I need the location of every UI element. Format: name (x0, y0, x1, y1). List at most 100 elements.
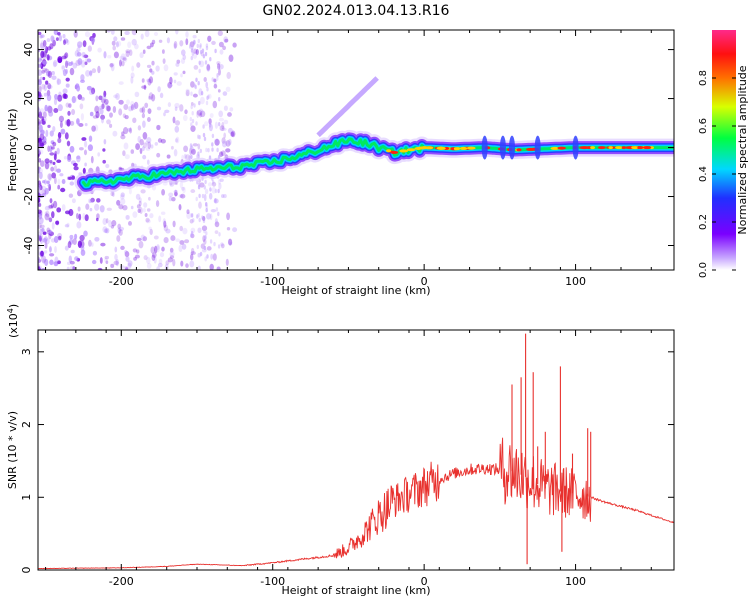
noise-speck (132, 211, 138, 218)
noise-speck (132, 103, 137, 110)
noise-speck (217, 179, 221, 185)
noise-speck (158, 258, 163, 265)
ridge-peak (557, 146, 566, 150)
noise-speck (193, 83, 197, 88)
noise-speck (47, 70, 52, 79)
noise-speck (41, 67, 48, 72)
noise-speck (222, 91, 228, 96)
noise-speck (221, 127, 227, 131)
noise-speck (56, 78, 62, 85)
noise-speck (156, 266, 160, 270)
noise-speck (131, 30, 137, 36)
noise-speck (72, 95, 78, 103)
noise-speck (168, 192, 174, 198)
noise-speck (186, 209, 190, 215)
noise-speck (88, 198, 92, 204)
noise-speck (53, 59, 58, 67)
noise-speck (44, 241, 48, 249)
noise-speck (169, 255, 175, 259)
noise-speck (66, 155, 72, 162)
noise-speck (90, 197, 95, 203)
noise-speck (122, 150, 126, 157)
ridge-peak (608, 146, 613, 150)
noise-speck (190, 145, 194, 150)
x-tick-label: -100 (260, 275, 285, 288)
noise-speck (125, 50, 130, 58)
noise-speck (190, 247, 195, 255)
noise-speck (56, 207, 62, 213)
noise-speck (113, 36, 118, 42)
noise-speck (55, 37, 59, 41)
noise-speck (145, 219, 151, 224)
noise-speck (65, 77, 70, 82)
spectrogram-ylabel: Frequency (Hz) (6, 109, 19, 192)
noise-speck (229, 107, 234, 112)
noise-speck (98, 95, 103, 101)
noise-speck (165, 260, 170, 266)
noise-speck (178, 204, 182, 211)
noise-speck (179, 104, 184, 112)
noise-speck (142, 208, 146, 213)
noise-speck (69, 265, 75, 270)
noise-speck (170, 235, 176, 242)
noise-speck (118, 204, 124, 210)
noise-speck (189, 260, 195, 268)
noise-speck (97, 65, 101, 74)
noise-speck (62, 93, 67, 99)
noise-speck (46, 94, 52, 102)
noise-speck (203, 229, 206, 234)
noise-speck (207, 148, 210, 153)
noise-speck (68, 193, 74, 198)
noise-speck (122, 127, 129, 135)
noise-speck (110, 62, 115, 67)
noise-speck (92, 115, 98, 119)
noise-speck (64, 210, 71, 215)
noise-speck (205, 43, 209, 48)
noise-speck (198, 193, 201, 199)
noise-speck (120, 198, 126, 205)
ridge-peak (621, 146, 626, 150)
noise-speck (57, 232, 63, 240)
noise-speck (63, 155, 68, 160)
noise-speck (66, 266, 70, 270)
noise-speck (190, 91, 193, 96)
noise-speck (206, 95, 209, 101)
noise-speck (228, 238, 233, 246)
noise-speck (124, 251, 130, 258)
noise-speck (223, 194, 227, 199)
noise-speck (148, 196, 151, 201)
noise-speck (47, 145, 51, 152)
noise-speck (232, 42, 237, 48)
noise-speck (39, 42, 44, 50)
noise-speck (214, 138, 220, 146)
noise-speck (74, 256, 79, 261)
noise-speck (49, 130, 54, 137)
noise-speck (99, 107, 104, 115)
noise-speck (43, 84, 47, 92)
noise-speck (184, 109, 188, 115)
noise-speck (198, 68, 201, 74)
noise-speck (226, 71, 231, 80)
noise-speck (206, 64, 211, 72)
noise-speck (196, 244, 199, 250)
noise-speck (53, 200, 58, 209)
noise-speck (196, 214, 199, 219)
noise-speck (156, 152, 161, 158)
noise-speck (209, 187, 212, 192)
noise-speck (52, 141, 57, 147)
noise-speck (46, 180, 50, 185)
noise-speck (84, 214, 89, 222)
noise-speck (91, 125, 96, 132)
noise-speck (46, 70, 51, 77)
noise-speck (58, 115, 65, 123)
noise-speck (192, 51, 198, 59)
noise-speck (43, 179, 47, 185)
noise-speck (134, 43, 139, 50)
noise-speck (53, 261, 59, 267)
noise-speck (161, 189, 166, 196)
noise-speck (66, 140, 71, 147)
noise-speck (165, 228, 171, 234)
noise-speck (39, 226, 43, 231)
noise-speck (179, 225, 184, 232)
noise-speck (53, 235, 59, 244)
